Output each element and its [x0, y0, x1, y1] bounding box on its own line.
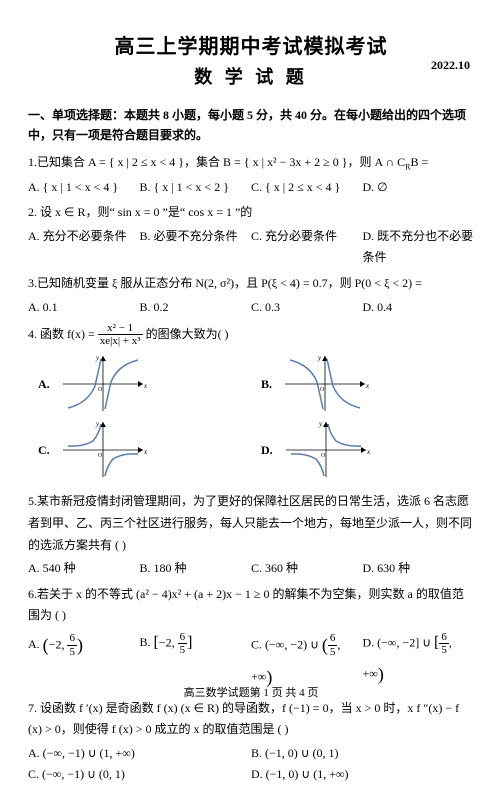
q4-choice-a-label: A. — [38, 377, 50, 392]
q4-graph-a: x y O — [58, 353, 148, 415]
q4-graph-d: x y O — [281, 419, 371, 481]
q1-choice-b: B. { x | 1 < x < 2 } — [140, 177, 252, 199]
question-2-choices: A. 充分不必要条件 B. 必要不充分条件 C. 充分必要条件 D. 既不充分也… — [28, 226, 474, 269]
svg-text:O: O — [320, 387, 325, 393]
svg-text:x: x — [366, 448, 371, 456]
section-1-heading: 一、单项选择题：本题共 8 小题，每小题 5 分，共 40 分。在每小题给出的四… — [28, 105, 474, 146]
q7-choice-b: B. (−1, 0) ∪ (0, 1) — [251, 743, 474, 765]
svg-text:O: O — [321, 453, 326, 459]
page-footer: 高三数学试题第 1 页 共 4 页 — [0, 684, 502, 700]
q4-choice-d-label: D. — [261, 443, 273, 458]
svg-text:O: O — [98, 453, 103, 459]
svg-text:x: x — [143, 382, 148, 390]
q2-choice-b: B. 必要不充分条件 — [140, 226, 252, 269]
q2-choice-c: C. 充分必要条件 — [251, 226, 363, 269]
svg-text:x: x — [365, 382, 370, 390]
q7-choice-a: A. (−∞, −1) ∪ (1, +∞) — [28, 743, 251, 765]
question-7: 7. 设函数 f ′(x) 是奇函数 f (x) (x ∈ R) 的导函数，f … — [28, 698, 474, 741]
q4-graph-c: x y O — [58, 419, 148, 481]
q3-choice-a: A. 0.1 — [28, 297, 140, 319]
q1-choice-c: C. { x | 2 ≤ x < 4 } — [251, 177, 363, 199]
q3-choice-c: C. 0.3 — [251, 297, 363, 319]
page-subtitle: 数 学 试 题 — [28, 63, 474, 89]
svg-text:y: y — [317, 354, 322, 362]
q5-choice-c: C. 360 种 — [251, 558, 363, 580]
q3-choice-b: B. 0.2 — [140, 297, 252, 319]
q1-choice-d: D. ∅ — [363, 177, 475, 199]
question-4-graphs: A. x y O B. x y — [28, 353, 474, 485]
question-6: 6.若关于 x 的不等式 (a² − 4)x² + (a + 2)x − 1 ≥… — [28, 584, 474, 627]
question-5: 5.某市新冠疫情封闭管理期间，为了更好的保障社区居民的日常生活，选派 6 名志愿… — [28, 491, 474, 556]
question-5-choices: A. 540 种 B. 180 种 C. 360 种 D. 630 种 — [28, 558, 474, 580]
q2-choice-a: A. 充分不必要条件 — [28, 226, 140, 269]
page-title: 高三上学期期中考试模拟考试 — [115, 30, 388, 59]
svg-text:x: x — [143, 448, 148, 456]
q5-choice-b: B. 180 种 — [140, 558, 252, 580]
exam-date: 2022.10 — [431, 58, 470, 73]
q5-choice-a: A. 540 种 — [28, 558, 140, 580]
svg-text:O: O — [98, 387, 103, 393]
q5-choice-d: D. 630 种 — [363, 558, 475, 580]
question-1-choices: A. { x | 1 < x < 4 } B. { x | 1 < x < 2 … — [28, 177, 474, 199]
question-3-choices: A. 0.1 B. 0.2 C. 0.3 D. 0.4 — [28, 297, 474, 319]
question-2: 2. 设 x ∈ R，则“ sin x = 0 ”是“ cos x = 1 ”的 — [28, 202, 474, 224]
q1-choice-a: A. { x | 1 < x < 4 } — [28, 177, 140, 199]
q2-choice-d: D. 既不充分也不必要条件 — [363, 226, 475, 269]
question-3: 3.已知随机变量 ξ 服从正态分布 N(2, σ²)，且 P(ξ < 4) = … — [28, 273, 474, 295]
question-7-choices: A. (−∞, −1) ∪ (1, +∞) B. (−1, 0) ∪ (0, 1… — [28, 743, 474, 786]
q3-choice-d: D. 0.4 — [363, 297, 475, 319]
svg-text:y: y — [95, 354, 100, 362]
q4-choice-c-label: C. — [38, 443, 50, 458]
q4-choice-b-label: B. — [261, 377, 272, 392]
q7-choice-d: D. (−1, 0) ∪ (1, +∞) — [251, 764, 474, 786]
svg-text:y: y — [95, 420, 100, 428]
question-4: 4. 函数 f(x) = x² − 1xe|x| + x³ 的图像大致为( ) — [28, 322, 474, 347]
q4-graph-b: x y O — [280, 353, 370, 415]
q7-choice-c: C. (−∞, −1) ∪ (0, 1) — [28, 764, 251, 786]
svg-text:y: y — [318, 420, 323, 428]
question-1: 1.已知集合 A = { x | 2 ≤ x < 4 }，集合 B = { x … — [28, 152, 474, 175]
